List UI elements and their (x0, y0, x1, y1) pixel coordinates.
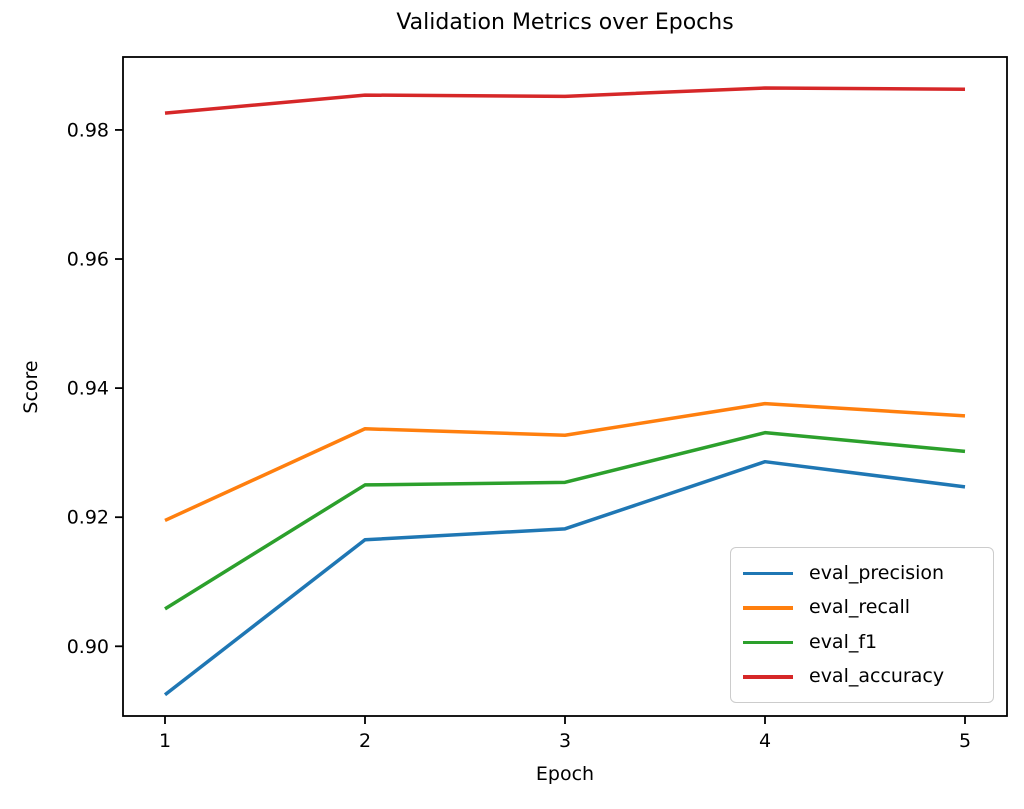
legend-line-sample (743, 640, 793, 644)
legend-line-sample (743, 675, 793, 679)
series-line-eval_f1 (164, 430, 966, 611)
legend-label: eval_f1 (809, 630, 878, 653)
x-tick-label: 3 (559, 730, 571, 752)
y-axis-label: Score (20, 360, 42, 414)
legend-item-eval_precision: eval_precision (743, 561, 987, 584)
x-tick-label: 5 (959, 730, 971, 752)
series-line-eval_accuracy (164, 86, 966, 115)
legend-line-sample (743, 606, 793, 610)
x-axis-label: Epoch (535, 763, 595, 785)
x-tick-label: 1 (159, 730, 171, 752)
legend-line-sample (743, 571, 793, 575)
series-line-eval_recall (164, 401, 966, 523)
y-tick-label: 0.90 (67, 636, 109, 658)
x-tick-label: 2 (359, 730, 371, 752)
legend-item-eval_recall: eval_recall (743, 598, 987, 617)
y-tick-label: 0.96 (67, 249, 109, 271)
y-tick-label: 0.92 (67, 507, 109, 529)
chart-title: Validation Metrics over Epochs (396, 10, 734, 35)
legend-label: eval_precision (809, 561, 945, 584)
legend: eval_precision eval_recall eval_f1 eval_acc… (730, 547, 994, 703)
legend-item-eval_f1: eval_f1 (743, 630, 987, 653)
y-tick-label: 0.94 (67, 378, 109, 400)
x-tick-label: 4 (759, 730, 771, 752)
legend-label: eval_recall (809, 596, 911, 619)
legend-item-eval_accuracy: eval_accuracy (743, 667, 987, 686)
series-line-eval_precision (163, 459, 966, 697)
y-tick-label: 0.98 (67, 119, 109, 141)
legend-label: eval_accuracy (809, 665, 945, 688)
